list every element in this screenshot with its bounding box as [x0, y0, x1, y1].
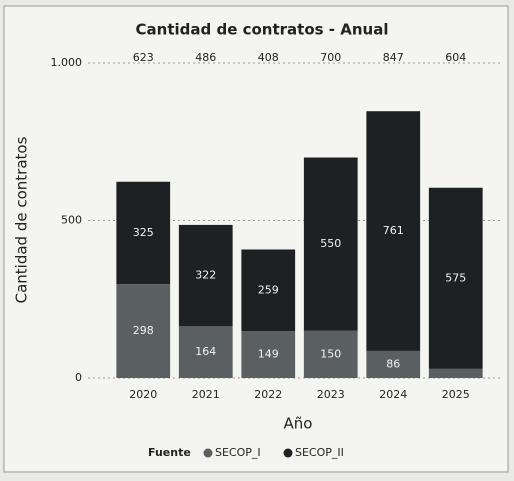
data-label: 86 — [386, 357, 400, 370]
data-label: 761 — [383, 224, 404, 237]
bar-segment — [428, 187, 483, 369]
bar-segment — [178, 224, 233, 327]
data-label: 149 — [258, 348, 279, 361]
bar-segment — [303, 157, 358, 331]
total-label: 623 — [133, 51, 154, 64]
bar-segment — [303, 330, 358, 378]
bar-segment — [178, 326, 233, 378]
data-label: 164 — [195, 345, 216, 358]
x-tick-label: 2025 — [442, 388, 470, 401]
y-tick-label: 500 — [61, 214, 82, 227]
chart-title: Cantidad de contratos - Anual — [136, 21, 389, 39]
x-tick-label: 2024 — [379, 388, 407, 401]
legend-swatch — [203, 448, 213, 458]
data-label: 550 — [320, 237, 341, 250]
bar-segment — [116, 181, 171, 285]
bar-segment — [241, 331, 296, 378]
y-tick-label: 0 — [75, 371, 82, 384]
bar-segment — [241, 249, 296, 332]
x-tick-label: 2022 — [254, 388, 282, 401]
bar-segment — [116, 284, 171, 378]
legend-label: SECOP_I — [215, 446, 261, 459]
y-tick-label: 1.000 — [51, 56, 83, 69]
legend-swatch — [283, 448, 293, 458]
data-label: 259 — [258, 283, 279, 296]
total-label: 847 — [383, 51, 404, 64]
data-label: 150 — [320, 347, 341, 360]
data-label: 322 — [195, 269, 216, 282]
bar-segment — [428, 368, 483, 378]
x-axis-title: Año — [284, 415, 313, 433]
bar-segment — [366, 350, 421, 378]
legend-label: SECOP_II — [295, 446, 344, 459]
data-label: 575 — [445, 271, 466, 284]
data-label: 298 — [133, 324, 154, 337]
x-tick-label: 2021 — [192, 388, 220, 401]
data-label: 325 — [133, 226, 154, 239]
chart-frame — [3, 5, 509, 473]
legend-title: Fuente — [148, 446, 191, 459]
total-label: 700 — [320, 51, 341, 64]
bar-segment — [366, 111, 421, 351]
x-tick-label: 2023 — [317, 388, 345, 401]
total-label: 408 — [258, 51, 279, 64]
x-tick-label: 2020 — [129, 388, 157, 401]
total-label: 604 — [445, 51, 466, 64]
y-axis-title: Cantidad de contratos — [13, 136, 31, 303]
total-label: 486 — [195, 51, 216, 64]
